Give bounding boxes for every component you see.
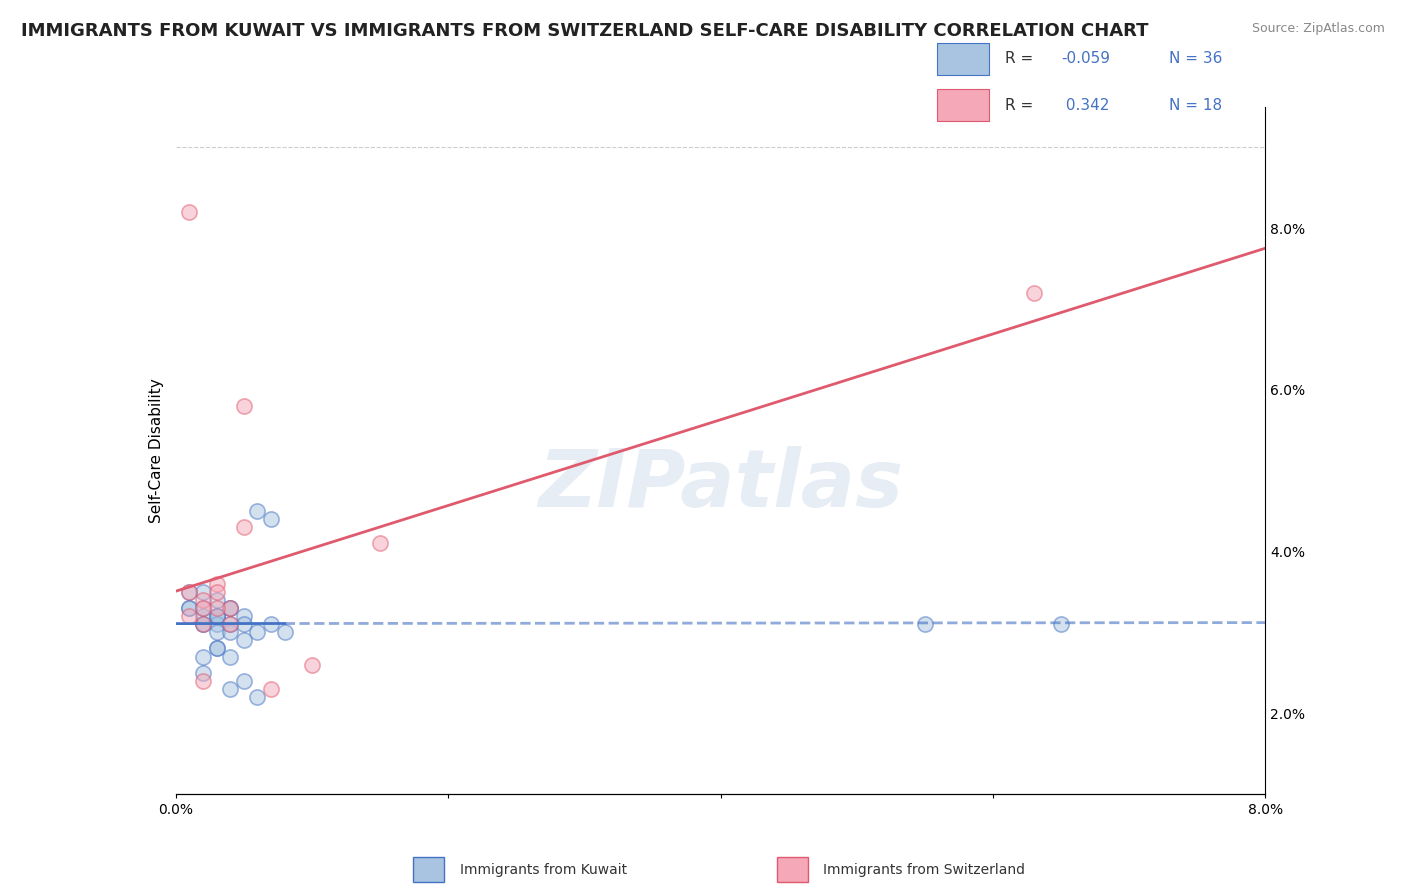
Point (191, 609, 214, 624)
Point (1050, 617, 1073, 632)
Point (246, 690, 269, 704)
Point (205, 585, 228, 599)
Point (205, 609, 228, 624)
Point (191, 617, 214, 632)
Point (219, 617, 242, 632)
Point (191, 585, 214, 599)
Point (191, 593, 214, 607)
Point (260, 681, 283, 696)
Point (219, 601, 242, 615)
Text: 0.342: 0.342 (1062, 97, 1109, 112)
Point (232, 617, 254, 632)
Point (205, 641, 228, 656)
Text: IMMIGRANTS FROM KUWAIT VS IMMIGRANTS FROM SWITZERLAND SELF-CARE DISABILITY CORRE: IMMIGRANTS FROM KUWAIT VS IMMIGRANTS FRO… (21, 22, 1149, 40)
Point (179, 601, 201, 615)
Point (232, 520, 254, 534)
Bar (936, 43, 988, 75)
Text: N = 18: N = 18 (1170, 97, 1222, 112)
Point (179, 585, 201, 599)
Text: R =: R = (1005, 97, 1038, 112)
Point (205, 625, 228, 640)
Point (205, 593, 228, 607)
Point (191, 617, 214, 632)
Point (246, 625, 269, 640)
Point (179, 609, 201, 624)
Text: Immigrants from Switzerland: Immigrants from Switzerland (824, 863, 1025, 877)
Point (191, 601, 214, 615)
Point (219, 649, 242, 664)
Point (205, 641, 228, 656)
Point (219, 617, 242, 632)
Point (205, 609, 228, 624)
Point (179, 205, 201, 219)
Text: Source: ZipAtlas.com: Source: ZipAtlas.com (1251, 22, 1385, 36)
Y-axis label: Self-Care Disability: Self-Care Disability (149, 378, 165, 523)
Point (219, 601, 242, 615)
Text: Immigrants from Kuwait: Immigrants from Kuwait (460, 863, 627, 877)
Point (219, 601, 242, 615)
Text: -0.059: -0.059 (1062, 52, 1111, 66)
Point (260, 617, 283, 632)
Point (205, 576, 228, 591)
Point (191, 673, 214, 688)
Point (191, 649, 214, 664)
Point (232, 399, 254, 413)
Point (274, 625, 297, 640)
Text: R =: R = (1005, 52, 1038, 66)
Point (301, 657, 323, 672)
Text: N = 36: N = 36 (1170, 52, 1223, 66)
Point (205, 601, 228, 615)
Point (191, 665, 214, 680)
Point (232, 633, 254, 648)
Point (179, 585, 201, 599)
Bar (778, 857, 808, 882)
Point (219, 625, 242, 640)
Text: ZIPatlas: ZIPatlas (538, 446, 903, 524)
Point (246, 504, 269, 518)
Point (232, 609, 254, 624)
Point (191, 617, 214, 632)
Point (914, 617, 936, 632)
Point (205, 609, 228, 624)
Bar (936, 88, 988, 121)
Point (232, 673, 254, 688)
Point (260, 512, 283, 526)
Point (219, 681, 242, 696)
Point (205, 617, 228, 632)
Point (191, 601, 214, 615)
Point (179, 601, 201, 615)
Bar (413, 857, 444, 882)
Point (1022, 285, 1045, 300)
Point (368, 536, 391, 550)
